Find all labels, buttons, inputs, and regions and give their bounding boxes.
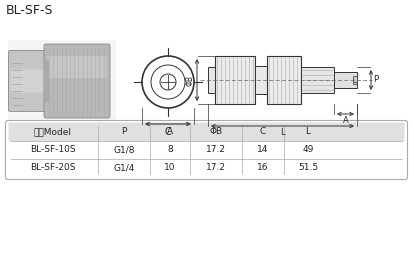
- Text: 51.5: 51.5: [298, 164, 318, 173]
- Bar: [215, 56, 255, 104]
- Text: BL-SF-10S: BL-SF-10S: [30, 145, 76, 154]
- Text: G1/4: G1/4: [113, 164, 135, 173]
- Text: 49: 49: [302, 145, 314, 154]
- Text: ΦB: ΦB: [186, 74, 195, 86]
- Text: 17.2: 17.2: [206, 164, 226, 173]
- FancyBboxPatch shape: [44, 44, 110, 118]
- Text: C: C: [260, 127, 266, 136]
- Bar: [301, 67, 334, 93]
- Text: P: P: [373, 76, 378, 85]
- Text: G1/8: G1/8: [113, 145, 135, 154]
- Text: 16: 16: [257, 164, 269, 173]
- FancyBboxPatch shape: [9, 51, 50, 112]
- Text: 14: 14: [257, 145, 269, 154]
- Text: L: L: [306, 127, 311, 136]
- Bar: [267, 56, 301, 104]
- Bar: [44, 60, 49, 102]
- Text: L: L: [280, 128, 285, 137]
- Text: 10: 10: [164, 164, 176, 173]
- FancyBboxPatch shape: [9, 122, 404, 142]
- Bar: [208, 67, 215, 93]
- Text: A: A: [167, 127, 173, 136]
- FancyBboxPatch shape: [47, 56, 107, 78]
- Bar: [353, 76, 357, 82]
- Text: 17.2: 17.2: [206, 145, 226, 154]
- Text: C: C: [165, 127, 171, 137]
- FancyBboxPatch shape: [10, 69, 47, 92]
- Bar: [255, 66, 267, 94]
- Text: ΦB: ΦB: [209, 127, 223, 136]
- FancyBboxPatch shape: [5, 121, 408, 179]
- Text: A: A: [343, 116, 349, 125]
- Bar: [8, 40, 116, 122]
- Bar: [353, 78, 357, 84]
- Text: 8: 8: [167, 145, 173, 154]
- Text: BL-SF-20S: BL-SF-20S: [30, 164, 76, 173]
- Text: P: P: [121, 127, 127, 136]
- Text: 型号Model: 型号Model: [34, 127, 72, 136]
- Bar: [334, 72, 357, 88]
- Text: BL-SF-S: BL-SF-S: [6, 4, 54, 17]
